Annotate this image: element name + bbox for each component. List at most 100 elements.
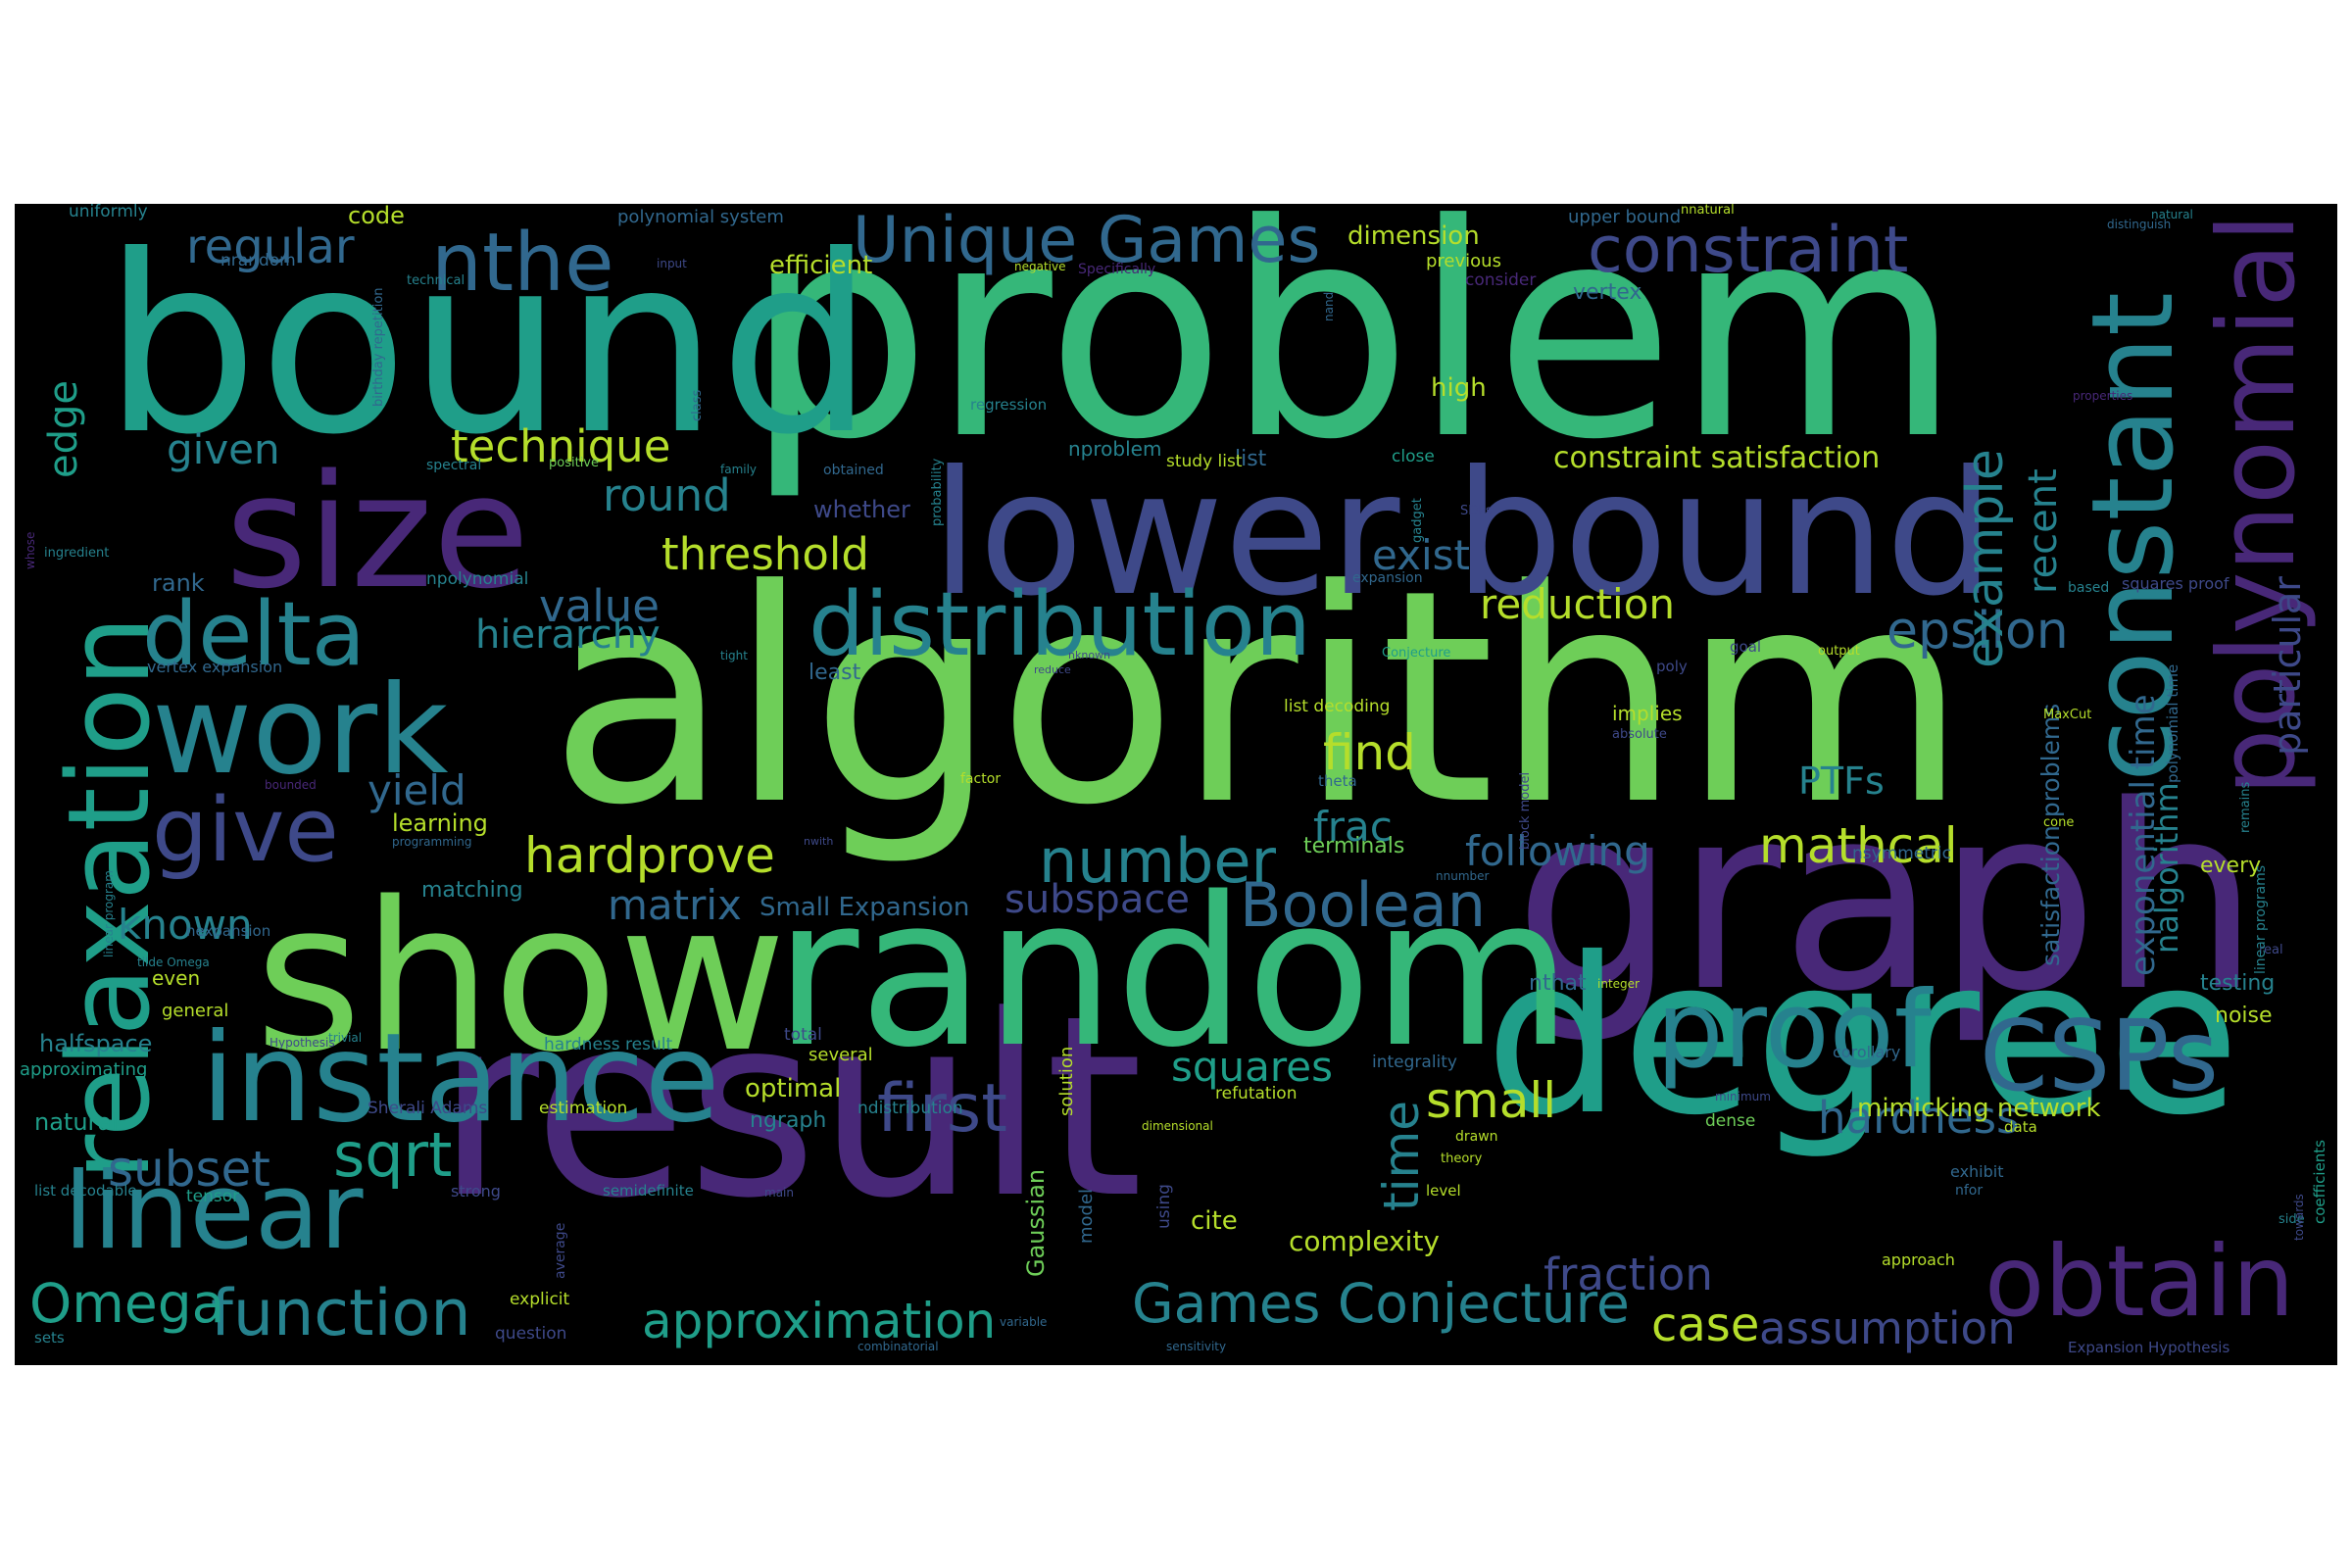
cloud-word: poly (1656, 658, 1688, 675)
cloud-word: strong (451, 1182, 501, 1200)
cloud-word: yield (368, 766, 466, 814)
cloud-word: squares proof (2122, 574, 2230, 593)
cloud-word: show (255, 858, 787, 1098)
cloud-word: goal (1730, 638, 1762, 656)
cloud-word: noise (2215, 1004, 2273, 1028)
cloud-word: proof (1656, 969, 1932, 1092)
cloud-word: frac (1313, 803, 1393, 851)
cloud-word: main (764, 1186, 794, 1200)
cloud-word: first (877, 1070, 1007, 1148)
cloud-word: output (1818, 644, 1860, 659)
cloud-word: nthat (1529, 971, 1587, 996)
cloud-word: positive (549, 456, 599, 470)
cloud-word: factor (960, 771, 1002, 787)
cloud-word: exist (1372, 531, 1470, 579)
cloud-word: find (1323, 724, 1416, 781)
cloud-word: satisfaction problems (2036, 703, 2065, 966)
cloud-word: Sherali Adams (368, 1099, 488, 1118)
cloud-word: nnumber (1436, 869, 1490, 883)
cloud-word: question (495, 1324, 567, 1344)
cloud-word: ngraph (750, 1108, 827, 1133)
cloud-word: degree (1485, 911, 2240, 1162)
cloud-word: function (211, 1277, 471, 1350)
cloud-word: hardness result (544, 1035, 673, 1054)
cloud-word: average (553, 1222, 568, 1279)
cloud-word: data (2004, 1118, 2037, 1136)
cloud-word: sets (34, 1329, 65, 1347)
cloud-word: family (720, 463, 758, 476)
cloud-word: MaxCut (2043, 708, 2092, 722)
cloud-word: whose (24, 531, 37, 569)
cloud-word: dimensional (1142, 1119, 1213, 1133)
cloud-word: consider (1465, 270, 1537, 290)
cloud-word: subspace (1004, 877, 1190, 922)
cloud-word: remains (2238, 781, 2253, 833)
cloud-word: birthday repetition (371, 287, 386, 407)
cloud-word: close (1392, 447, 1435, 466)
cloud-word: SDPs (1460, 504, 1493, 518)
cloud-word: approximation (642, 1293, 997, 1349)
cloud-word: example (1956, 449, 2015, 668)
cloud-word: several (808, 1045, 873, 1065)
cloud-word: nproblem (1068, 437, 1162, 461)
cloud-word: minimum (1715, 1090, 1771, 1103)
cloud-word: theory (1441, 1152, 1483, 1166)
cloud-word: estimation (539, 1099, 628, 1118)
cloud-word: regular (186, 220, 355, 274)
cloud-word: properties (2073, 389, 2133, 403)
cloud-word: absolute (1612, 727, 1667, 742)
cloud-word: case (1651, 1298, 1760, 1352)
cloud-word: input (657, 257, 687, 270)
cloud-word: technical (407, 273, 466, 288)
cloud-word: natural (34, 1108, 119, 1136)
cloud-word: trivial (328, 1031, 363, 1045)
cloud-word: real (2259, 943, 2283, 957)
cloud-word: exhibit (1950, 1162, 2004, 1181)
cloud-word: distinguish (2107, 218, 2172, 231)
cloud-word: negative (1014, 260, 1066, 273)
cloud-word: implies (1612, 702, 1683, 725)
cloud-word: expansion (1352, 570, 1423, 586)
cloud-word: linear (64, 1151, 364, 1273)
cloud-word: npolynomial (426, 569, 529, 589)
cloud-word: subset (108, 1141, 270, 1198)
cloud-word: tensor (186, 1187, 240, 1206)
cloud-word: work (152, 660, 449, 802)
cloud-word: nknown (1068, 649, 1111, 662)
cloud-word: mimicking network (1857, 1094, 2101, 1123)
cloud-word: general (162, 1001, 229, 1021)
cloud-word: integrality (1372, 1053, 1457, 1072)
cloud-word: Gaussian (1022, 1168, 1050, 1277)
cloud-word: ingredient (44, 546, 110, 561)
cloud-word: upper bound (1568, 207, 1682, 227)
cloud-word: Omega (29, 1272, 225, 1335)
cloud-word: size (225, 440, 530, 623)
cloud-word: nnatural (1681, 204, 1735, 218)
cloud-word: nthe (431, 217, 614, 310)
cloud-word: list decoding (1284, 697, 1391, 716)
cloud-word: PTFs (1798, 760, 1885, 803)
cloud-word: approach (1882, 1250, 1955, 1269)
cloud-word: delta (142, 583, 366, 686)
cloud-word: reduction (1480, 580, 1676, 628)
cloud-word: polynomial system (617, 207, 784, 227)
cloud-word: rank (152, 569, 205, 597)
cloud-word: technique (451, 420, 671, 472)
cloud-word: level (1426, 1182, 1461, 1200)
cloud-word: variable (1000, 1315, 1048, 1329)
cloud-word: hardprove (524, 827, 775, 884)
cloud-word: Unique Games (853, 204, 1321, 277)
cloud-word: Specifically (1078, 262, 1156, 277)
cloud-word: time (1373, 1101, 1430, 1211)
cloud-word: model (1076, 1188, 1097, 1244)
cloud-word: regression (970, 396, 1048, 414)
cloud-word: particular (2266, 576, 2309, 756)
cloud-word: terminals (1303, 834, 1405, 858)
cloud-word: graph (1514, 752, 2261, 1048)
cloud-word: hardness (1818, 1092, 2020, 1144)
cloud-word: refutation (1215, 1084, 1298, 1103)
cloud-word: constraint (1588, 214, 1909, 287)
cloud-word: side (2278, 1212, 2305, 1227)
cloud-word: dense (1705, 1111, 1756, 1131)
